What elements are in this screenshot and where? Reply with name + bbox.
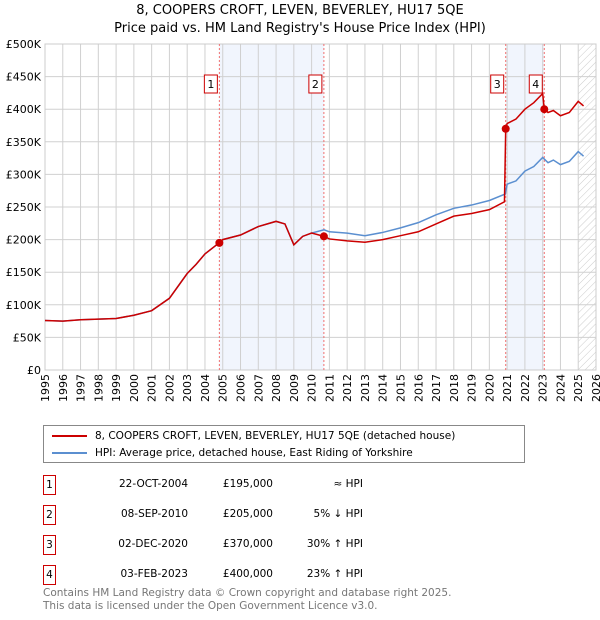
sale-price: £400,000 [222,568,273,580]
x-tick-label: 2013 [359,374,372,402]
x-tick-label: 2016 [412,374,425,402]
plot-frame [44,43,597,371]
legend-hpi: HPI: Average price, detached house, East… [95,447,413,459]
sale-label: 2 [312,78,319,91]
sale-point [501,124,510,133]
x-tick-label: 2012 [341,374,354,402]
x-tick-label: 2006 [235,374,248,402]
sale-point [319,232,328,241]
y-tick-label: £100K [6,299,42,312]
x-tick-label: 2017 [430,374,443,402]
sale-hpi-diff: 5% ↓ HPI [313,508,363,520]
x-tick-label: 1997 [75,374,88,402]
y-tick-label: £50K [13,331,42,344]
sale-marker: 2 [43,505,56,525]
blue-line-swatch [52,452,87,454]
y-tick-label: £500K [6,38,42,51]
sale-date: 22-OCT-2004 [119,478,188,490]
sale-marker: 3 [43,535,56,555]
sale-row: 4 03-FEB-2023 £400,000 23% ↑ HPI [43,565,443,585]
sale-row: 1 22-OCT-2004 £195,000 ≈ HPI [43,475,443,495]
sale-label: 1 [207,78,214,91]
x-tick-label: 2007 [252,374,265,402]
x-tick-label: 2002 [163,374,176,402]
x-tick-label: 2025 [572,374,585,402]
x-tick-label: 2018 [448,374,461,402]
x-tick-label: 1995 [39,374,52,402]
chart-legend: 8, COOPERS CROFT, LEVEN, BEVERLEY, HU17 … [43,425,525,463]
red-line-swatch [52,435,87,437]
x-tick-label: 2009 [288,374,301,402]
x-tick-label: 2003 [181,374,194,402]
x-tick-label: 2024 [554,374,567,402]
x-tick-label: 2005 [217,374,230,402]
sale-row: 2 08-SEP-2010 £205,000 5% ↓ HPI [43,505,443,525]
sale-hpi-diff: ≈ HPI [333,478,363,490]
x-tick-label: 2021 [501,374,514,402]
price-chart: 1995 1996 1997 1998 1999 2000 2001 2002 2003 2004… [6,38,600,402]
y-tick-label: £350K [6,136,42,149]
y-tick-label: £450K [6,71,42,84]
footer: Contains HM Land Registry data © Crown c… [43,587,451,613]
chart-title: 8, COOPERS CROFT, LEVEN, BEVERLEY, HU17 … [136,3,464,18]
y-tick-label: £250K [6,201,42,214]
sale-label-box [308,74,323,94]
sale-date: 03-FEB-2023 [120,568,188,580]
sale-label-box [528,74,543,94]
x-tick-label: 2015 [394,374,407,402]
sale-row: 3 02-DEC-2020 £370,000 30% ↑ HPI [43,535,443,555]
x-tick-label: 2010 [306,374,319,402]
sale-price: £205,000 [222,508,273,520]
y-tick-label: £0 [27,364,41,377]
x-tick-label: 1996 [57,374,70,402]
x-tick-label: 2020 [483,374,496,402]
sale-date: 02-DEC-2020 [118,538,188,550]
y-tick-label: £200K [6,234,42,247]
x-tick-label: 1999 [110,374,123,402]
x-tick-label: 2026 [590,374,600,402]
x-tick-label: 2011 [323,374,336,402]
sale-label: 4 [532,78,539,91]
x-tick-label: 2019 [466,374,479,402]
sale-point [215,238,224,247]
sale-label-box [490,74,505,94]
sale-date: 08-SEP-2010 [120,508,188,520]
sale-marker: 1 [43,475,56,495]
x-tick-label: 2001 [146,374,159,402]
footer-line-2: This data is licensed under the Open Gov… [43,600,378,612]
sale-marker: 4 [43,565,56,585]
footer-line-1: Contains HM Land Registry data © Crown c… [43,587,452,599]
sale-price: £370,000 [222,538,273,550]
x-tick-label: 2023 [537,374,550,402]
sale-point [540,105,549,114]
x-tick-label: 2008 [270,374,283,402]
sale-hpi-diff: 30% ↑ HPI [306,538,363,550]
legend-property: 8, COOPERS CROFT, LEVEN, BEVERLEY, HU17 … [95,430,456,442]
x-tick-label: 2014 [377,374,390,402]
sale-hpi-diff: 23% ↑ HPI [306,568,363,580]
sale-label-box [203,74,218,94]
x-tick-label: 2000 [128,374,141,402]
x-tick-label: 2004 [199,374,212,402]
chart-subtitle: Price paid vs. HM Land Registry's House … [114,21,486,36]
x-tick-label: 1998 [92,374,105,402]
x-tick-label: 2022 [519,374,532,402]
price-line [44,91,585,322]
sale-price: £195,000 [222,478,273,490]
y-tick-label: £300K [6,168,42,181]
sale-label: 3 [494,78,501,91]
y-tick-label: £400K [6,103,42,116]
y-tick-label: £150K [6,266,42,279]
